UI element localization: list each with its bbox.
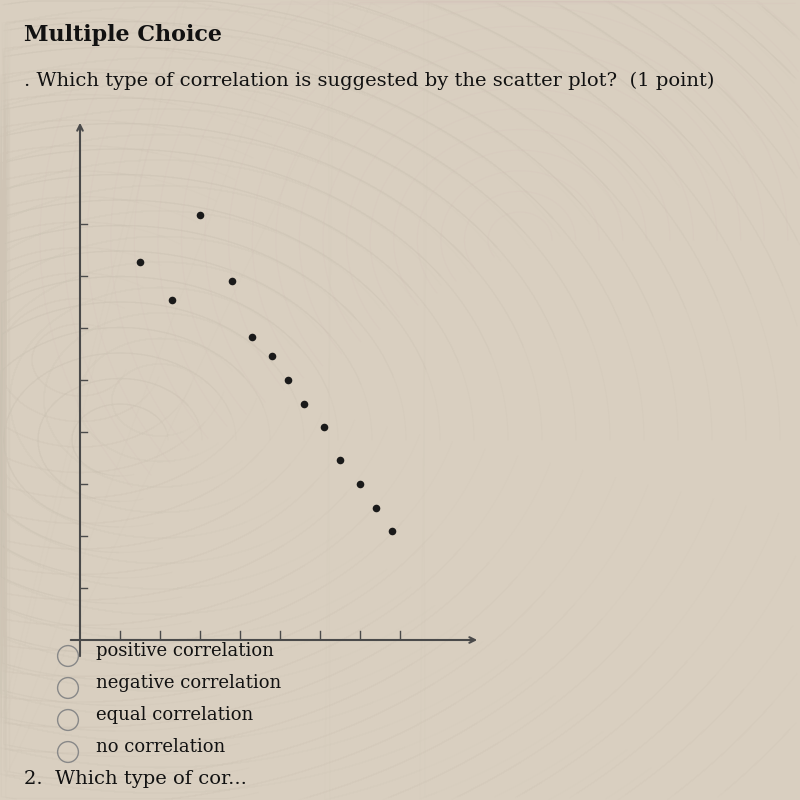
Point [334,454,346,466]
Point [134,255,146,268]
Point [354,478,366,490]
Point [166,294,178,306]
Point [370,502,382,514]
Point [226,274,238,287]
Point [266,350,278,362]
Text: positive correlation: positive correlation [96,642,274,660]
Point [318,421,330,434]
Point [282,374,294,386]
Text: negative correlation: negative correlation [96,674,282,692]
Text: . Which type of correlation is suggested by the scatter plot?  (1 point): . Which type of correlation is suggested… [24,72,714,90]
Point [386,525,398,538]
Point [298,398,310,410]
Text: no correlation: no correlation [96,738,226,756]
Point [246,331,258,344]
Text: equal correlation: equal correlation [96,706,254,724]
Point [194,208,206,221]
Text: Multiple Choice: Multiple Choice [24,24,222,46]
Text: 2.  Which type of cor...: 2. Which type of cor... [24,770,247,788]
